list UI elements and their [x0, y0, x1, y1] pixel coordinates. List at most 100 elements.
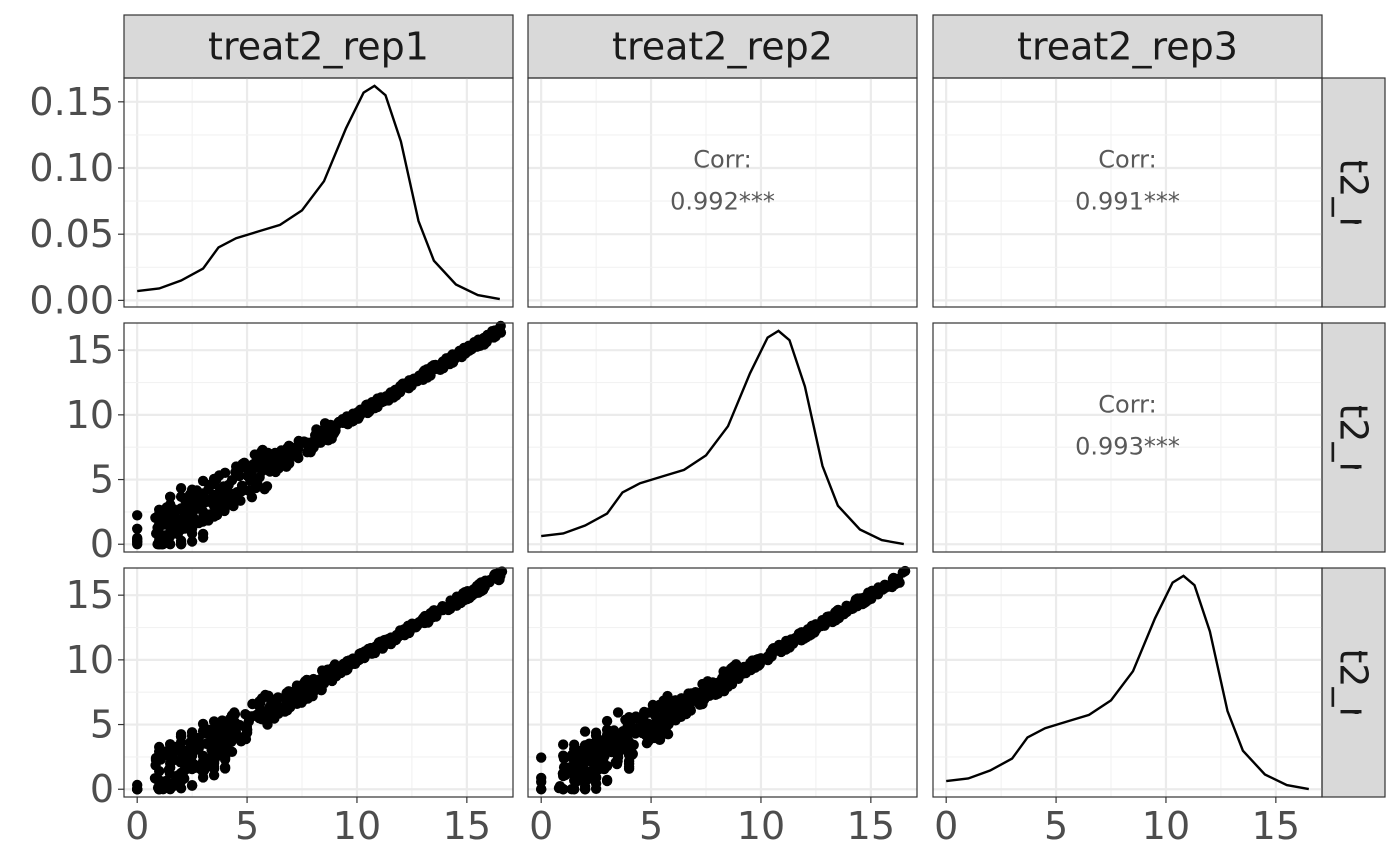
scatter-point [246, 492, 258, 503]
scatter-point [639, 706, 650, 718]
scatter-point [892, 573, 903, 585]
scatter-point [612, 707, 624, 718]
scatter-point [236, 480, 248, 491]
scatter-point [375, 636, 386, 647]
x-tick-label: 10 [1142, 804, 1190, 848]
scatter-point [132, 536, 143, 548]
x-tick-label: 15 [847, 804, 895, 848]
column-strip [123, 14, 514, 79]
scatter-point [335, 663, 346, 674]
scatter-point [804, 628, 815, 639]
scatter-point [316, 685, 327, 696]
scatter-point [355, 404, 366, 415]
scatter-point [576, 752, 587, 764]
scatter-point [296, 697, 307, 708]
scatter-point [558, 753, 570, 764]
panel-0-0 [123, 77, 514, 308]
density-curve [137, 84, 501, 301]
row-strip-group: treat2_rep3 [1321, 567, 1386, 798]
corr-value: 0.992*** [670, 188, 775, 216]
corr-label: Corr: [693, 146, 751, 174]
scatter-point [391, 390, 402, 401]
scatter-point [233, 720, 244, 732]
scatter-point [566, 784, 577, 795]
y-tick-label: 5 [90, 458, 114, 502]
panel-border [527, 567, 918, 798]
scatter-point [212, 504, 224, 515]
scatter-point [166, 508, 178, 519]
x-tick-label: 15 [1252, 804, 1300, 848]
scatter-point [206, 744, 217, 756]
corr-label: Corr: [1098, 391, 1156, 419]
scatter-point [189, 504, 200, 515]
scatter-point [782, 641, 794, 652]
scatter-point [750, 659, 761, 670]
scatter-point [609, 744, 620, 755]
scatter-point [152, 782, 164, 793]
corr-value: 0.991*** [1075, 188, 1180, 216]
scatter-point [596, 749, 607, 761]
scatter-point [559, 770, 571, 781]
scatter-point [207, 756, 218, 767]
y-tick-label: 15 [66, 573, 114, 617]
y-tick-label: 10 [66, 638, 114, 682]
x-tick-label: 10 [737, 804, 785, 848]
panel-1-1 [527, 322, 918, 553]
scatter-point [708, 682, 719, 693]
scatter-point [386, 636, 398, 648]
scatter-point [464, 592, 475, 604]
y-tick-label: 0 [90, 522, 114, 566]
scatter-point [326, 675, 338, 687]
scatter-point [350, 658, 361, 669]
scatter-point [685, 688, 697, 699]
scatter-point [318, 667, 329, 678]
row-strip-label: treat2_rep2 [1332, 327, 1376, 548]
scatter-point [601, 715, 613, 727]
scatter-point [175, 537, 187, 549]
scatter-point [368, 401, 379, 412]
scatter-point [193, 742, 204, 754]
scatter-point [536, 752, 547, 763]
scatter-point [214, 470, 225, 481]
scatter-point [426, 361, 437, 372]
y-tick-label: 15 [66, 328, 114, 372]
scatter-point [586, 771, 597, 782]
scatter-point [197, 532, 209, 543]
scatter-point [151, 773, 162, 785]
corr-value: 0.993*** [1075, 433, 1180, 461]
scatter-point [579, 726, 591, 737]
scatter-point [821, 614, 832, 626]
scatter-point [208, 770, 220, 781]
row-strip [1321, 322, 1386, 553]
scatter-point [398, 624, 410, 635]
scatter-point [156, 539, 167, 550]
scatter-point [579, 784, 591, 795]
scatter-point [203, 515, 214, 526]
scatter-point [212, 495, 223, 507]
scatter-point [859, 596, 870, 607]
scatter-point [872, 589, 884, 600]
scatter-point [558, 739, 569, 750]
scatter-point [633, 713, 644, 724]
scatter-point [694, 691, 705, 703]
panel-border [123, 567, 514, 798]
scatter-point [417, 374, 428, 385]
panel-border [932, 567, 1323, 798]
scatter-point [619, 728, 630, 739]
y-tick-label: 0.00 [29, 278, 114, 322]
scatter-point [281, 443, 293, 454]
panel-0-2: Corr: 0.991*** [932, 77, 1323, 308]
scatter-point [280, 700, 291, 711]
scatter-point [224, 497, 235, 508]
scatter-point [284, 458, 295, 469]
x-tick-label: 0 [529, 804, 553, 848]
panel-border [932, 77, 1323, 308]
scatter-point [231, 466, 243, 478]
scatter-point [242, 470, 253, 482]
density-curve [946, 574, 1310, 791]
scatter-point [254, 458, 265, 470]
scatter-point [425, 609, 436, 620]
scatter-point [476, 337, 487, 348]
y-tick-label: 5 [90, 703, 114, 747]
scatter-point [262, 447, 274, 459]
